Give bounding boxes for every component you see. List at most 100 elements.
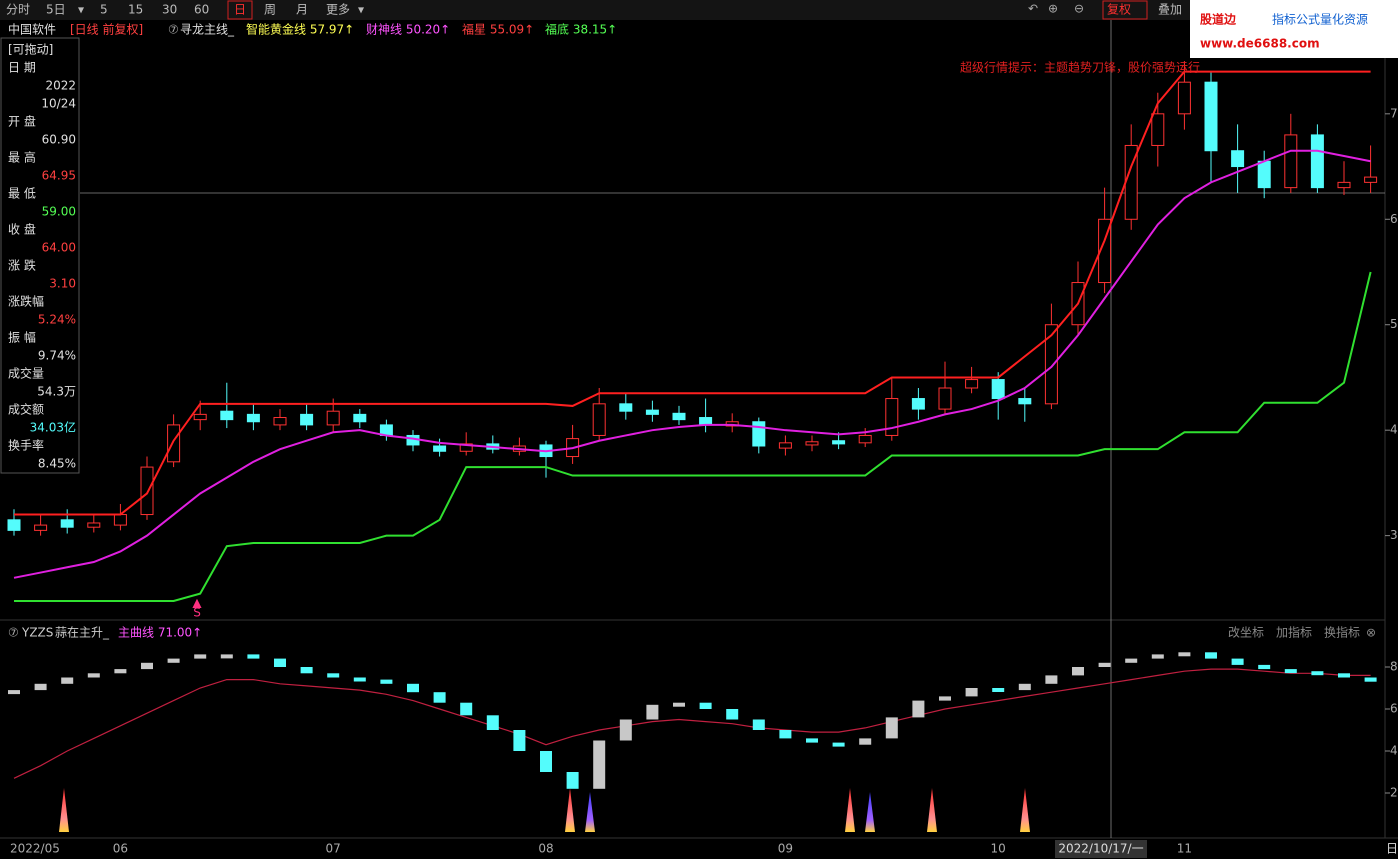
info-label: 成交量 [8, 366, 44, 381]
block [1231, 658, 1244, 665]
header-item: 财神线 50.20↑ [366, 23, 450, 37]
toolbar-item[interactable]: 60 [194, 3, 209, 17]
lower-button[interactable]: 改坐标 [1228, 626, 1264, 640]
candle-body [699, 417, 713, 426]
cursor-box [1055, 840, 1147, 858]
block [220, 654, 233, 659]
candle-body [752, 421, 766, 447]
block [1125, 658, 1138, 663]
block [699, 702, 712, 709]
block [460, 702, 473, 716]
candle-body [1257, 160, 1271, 189]
info-label: 涨跌幅 [8, 294, 44, 309]
block [939, 696, 951, 701]
block [380, 679, 393, 684]
toolbar-item[interactable]: 叠加 [1158, 3, 1182, 17]
header-item: 中国软件 [8, 22, 56, 37]
header-item: 福底 38.15↑ [545, 22, 617, 37]
block [327, 673, 340, 678]
lower-code: YZZS [21, 626, 53, 640]
block [433, 692, 446, 703]
y-tick-label: 30 [1390, 528, 1398, 542]
block [353, 677, 366, 682]
watermark-brand: 股道边 [1200, 12, 1237, 27]
zoom-in-icon[interactable]: ⊕ [1048, 2, 1058, 16]
toolbar-item[interactable]: ▾ [358, 3, 364, 17]
indicator-line [13, 149, 1371, 579]
candle-body [938, 387, 952, 410]
block [1045, 675, 1058, 684]
undo-icon[interactable]: ↶ [1028, 2, 1038, 16]
info-value: 2022 [45, 79, 76, 93]
toolbar-item[interactable]: 15 [128, 3, 143, 17]
candle-body [273, 417, 287, 426]
candle-body [778, 442, 792, 449]
candle-body [1310, 134, 1324, 189]
header-item: 智能黄金线 57.97↑ [246, 22, 354, 37]
y-tick-label: 80 [1390, 660, 1398, 674]
signal-spike [865, 792, 875, 832]
toolbar-item[interactable]: 周 [264, 3, 276, 17]
header-item: 福星 55.09↑ [462, 22, 534, 37]
candle-body [672, 412, 686, 421]
info-panel [0, 37, 80, 474]
lower-value: 主曲线 71.00↑ [118, 626, 202, 640]
block [1338, 673, 1350, 678]
candle-body [619, 403, 633, 412]
candle-body [1284, 134, 1298, 189]
info-label: 最 高 [8, 150, 36, 165]
toolbar-item[interactable]: 5日 [46, 3, 66, 17]
block [1072, 667, 1084, 676]
info-value: 64.95 [42, 169, 76, 183]
block [593, 740, 606, 789]
candle-body [220, 410, 234, 421]
block [912, 700, 925, 718]
block [87, 673, 100, 678]
candle-body [965, 379, 979, 389]
info-label: 涨 跌 [8, 258, 36, 273]
block [1151, 654, 1164, 659]
candle-body [113, 514, 127, 526]
toolbar-item[interactable]: ▾ [78, 3, 84, 17]
block [806, 738, 818, 743]
zoom-out-icon[interactable]: ⊖ [1074, 2, 1084, 16]
header-item: 寻龙主线_ [180, 23, 235, 37]
candle-body [433, 445, 447, 452]
candle-body [991, 379, 1005, 400]
block [566, 772, 579, 789]
x-tick-label: 07 [326, 842, 341, 856]
toolbar-item[interactable]: 日 [234, 3, 246, 17]
lower-button[interactable]: 换指标 [1324, 625, 1360, 640]
toolbar-item[interactable]: 复权 [1107, 3, 1131, 17]
signal-spike [927, 788, 937, 832]
y-tick-label: 40 [1390, 744, 1398, 758]
toolbar-item[interactable]: 5 [100, 3, 108, 17]
toolbar-item[interactable]: 30 [162, 3, 177, 17]
info-value: 64.00 [42, 241, 76, 255]
block [34, 683, 47, 691]
candle-body [1098, 218, 1112, 284]
toolbar-item[interactable]: 更多 [326, 3, 350, 17]
close-icon[interactable]: ⊗ [1366, 626, 1376, 640]
block [114, 669, 127, 674]
block [407, 683, 419, 693]
block [885, 717, 898, 739]
info-value: 8.45% [38, 457, 76, 471]
block [1178, 652, 1191, 657]
candle-body [1337, 181, 1351, 189]
x-tick-label: 08 [538, 842, 553, 856]
signal-spikes [59, 788, 1030, 832]
block [1284, 669, 1297, 674]
lower-button[interactable]: 加指标 [1276, 625, 1312, 640]
candle-body [885, 398, 899, 436]
toolbar-item[interactable]: 月 [296, 3, 308, 17]
plot: 30 40 50 60 70 20 40 60 80 [7, 61, 1398, 800]
block [1311, 671, 1324, 676]
candle-body [1018, 398, 1032, 405]
info-value: 3.10 [49, 277, 76, 291]
block [194, 654, 207, 659]
candle-body [725, 421, 739, 427]
toolbar-item[interactable]: 分时 [6, 3, 30, 17]
info: [可拖动] 日 期 2022 10/24 开 盘 60.90 最 高 64.95 最 低 59.0… [8, 43, 76, 471]
block [832, 742, 845, 747]
